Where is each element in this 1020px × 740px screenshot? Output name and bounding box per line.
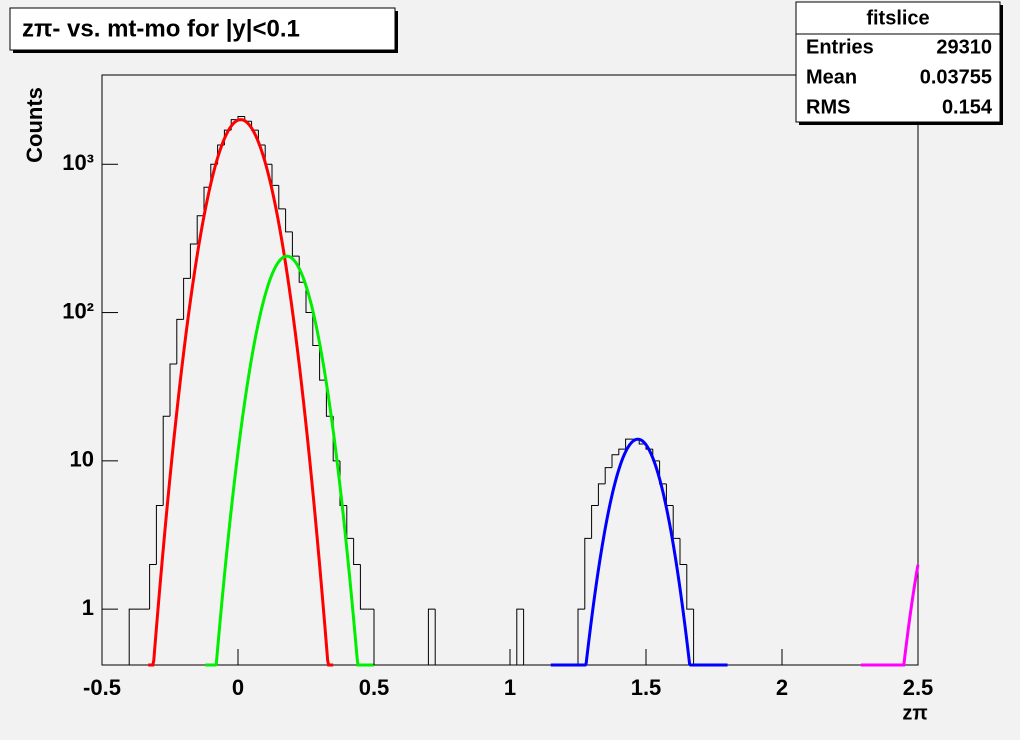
histogram-bin	[686, 564, 694, 610]
y-tick-label: 10²	[62, 298, 94, 323]
histogram-bin	[523, 609, 531, 666]
histogram-bin	[169, 363, 177, 417]
histogram-bin	[291, 231, 300, 257]
histogram-bin	[427, 608, 436, 665]
histogram-bin	[149, 563, 157, 610]
stats-value: 29310	[936, 36, 992, 58]
plot-frame	[101, 74, 919, 666]
histogram-bin	[577, 608, 585, 665]
x-tick-label: -0.5	[83, 675, 121, 700]
chart-title: zπ- vs. mt-mo for |y|<0.1	[22, 15, 300, 42]
histogram-bin	[591, 504, 599, 539]
histogram-bin	[319, 345, 327, 381]
histogram-bin	[611, 454, 619, 468]
stats-label: RMS	[806, 96, 850, 118]
fit-curve	[148, 118, 334, 667]
x-tick-label: 0	[232, 675, 244, 700]
x-tick-label: 1.5	[631, 675, 662, 700]
histogram-bin	[278, 185, 286, 210]
histogram-bin	[183, 277, 191, 320]
x-tick-label: 2	[776, 675, 788, 700]
fit-curve	[205, 254, 374, 667]
histogram-bin	[679, 538, 687, 565]
histogram-bin	[155, 504, 164, 565]
x-tick-label: 0.5	[359, 675, 390, 700]
plot-area	[102, 116, 920, 667]
histogram-bin	[625, 438, 633, 450]
histogram-bin	[285, 208, 293, 233]
x-tick-label: 2.5	[903, 675, 934, 700]
x-axis-label: zπ	[902, 702, 927, 724]
histogram-bin	[618, 448, 626, 455]
x-tick-label: 1	[504, 675, 516, 700]
fit-curve	[550, 437, 728, 667]
histogram-bin	[604, 467, 612, 484]
histogram-bin	[353, 538, 361, 565]
histogram-bin	[305, 282, 313, 314]
y-tick-label: 10	[70, 447, 94, 472]
stats-value: 0.03755	[920, 66, 992, 88]
histogram-bin	[162, 415, 170, 506]
histogram-bin	[176, 318, 184, 364]
stats-value: 0.154	[942, 96, 993, 118]
histogram-bin	[597, 483, 606, 506]
y-tick-label: 10³	[62, 150, 94, 175]
histogram-bin	[196, 215, 204, 244]
title-box	[9, 7, 396, 51]
stats-title: fitslice	[866, 7, 929, 29]
histogram-bin	[359, 564, 368, 610]
y-tick-label: 1	[82, 595, 94, 620]
histogram-bin	[434, 609, 442, 666]
histogram-bin	[312, 312, 320, 346]
histogram-bin	[516, 608, 524, 665]
histogram-bin	[189, 243, 198, 279]
histogram-bin	[584, 537, 592, 610]
stats-label: Mean	[806, 66, 857, 88]
stats-label: Entries	[806, 36, 874, 58]
stats-box	[795, 1, 1001, 123]
fit-curve	[860, 564, 920, 667]
y-axis-label: Counts	[22, 87, 47, 163]
histogram-bin	[128, 608, 136, 665]
